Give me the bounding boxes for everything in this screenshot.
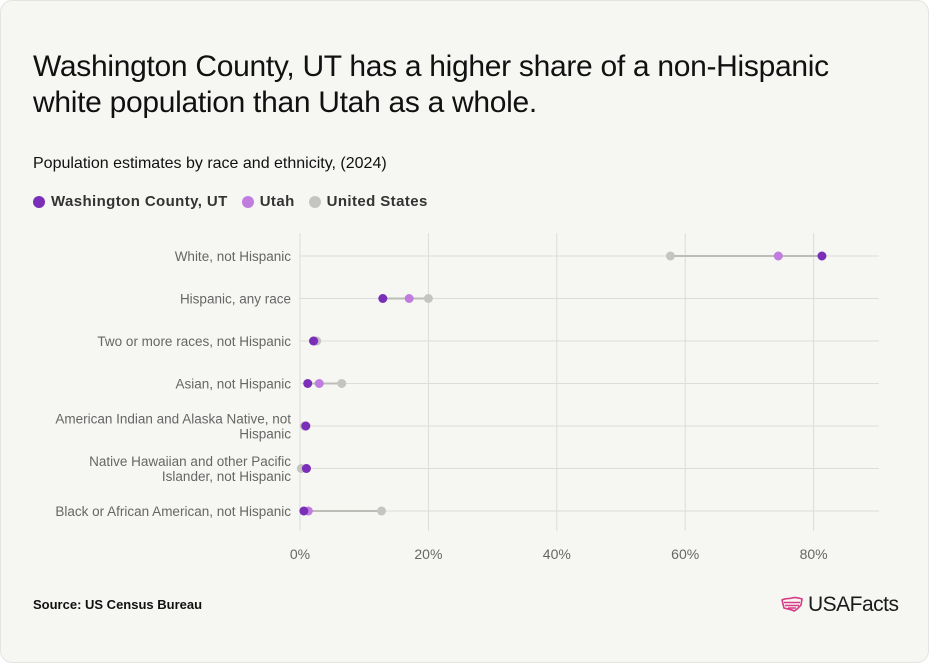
category-label-line: Hispanic (239, 427, 291, 442)
source-note: Source: US Census Bureau (33, 597, 203, 612)
category-label-line: Two or more races, not Hispanic (97, 334, 291, 349)
legend-item-washington: Washington County, UT (33, 193, 228, 210)
legend-label-washington: Washington County, UT (51, 193, 228, 210)
us-flag-map-icon (781, 596, 803, 612)
category-label: Asian, not Hispanic (175, 377, 291, 392)
brand-name: USAFacts (808, 593, 899, 616)
category-label-line: White, not Hispanic (175, 249, 292, 264)
legend-item-utah: Utah (241, 193, 295, 210)
dot-washington (301, 464, 311, 473)
legend-swatch-utah (241, 195, 254, 208)
x-tick-label: 0% (290, 546, 310, 562)
dot-us (337, 379, 347, 388)
legend-label-us: United States (326, 193, 428, 210)
category-label-line: Native Hawaiian and other Pacific (89, 454, 291, 469)
dot-washington (378, 294, 388, 303)
dot-washington (817, 251, 827, 261)
x-tick-label: 80% (800, 546, 828, 562)
x-tick-label: 20% (414, 546, 442, 562)
dot-utah (404, 294, 414, 303)
dot-us (665, 251, 675, 261)
category-label-line: American Indian and Alaska Native, not (55, 412, 291, 427)
category-label-line: Asian, not Hispanic (175, 377, 291, 392)
x-tick-label: 40% (543, 546, 571, 562)
category-label-line: Black or African American, not Hispanic (55, 504, 291, 519)
category-label: Two or more races, not Hispanic (97, 334, 291, 349)
x-tick-label: 60% (671, 546, 699, 562)
category-label: White, not Hispanic (175, 249, 292, 264)
category-label: Native Hawaiian and other Pacific Islande… (89, 454, 291, 484)
legend: Washington County, UT Utah United States (33, 193, 428, 210)
dot-washington (308, 336, 318, 346)
category-label: American Indian and Alaska Native, not Hi… (55, 412, 291, 442)
chart-title: Washington County, UT has a higher share… (33, 50, 829, 119)
category-label-line: Hispanic, any race (180, 292, 291, 307)
legend-swatch-us (308, 195, 321, 208)
dot-us (423, 294, 433, 303)
legend-swatch-washington (33, 195, 45, 208)
dot-utah (314, 379, 324, 388)
dot-washington (301, 421, 311, 431)
dot-us (377, 506, 387, 516)
chart-subtitle: Population estimates by race and ethnici… (33, 155, 387, 172)
brand-logo: USAFacts (780, 593, 899, 617)
category-label-line: Islander, not Hispanic (162, 469, 291, 484)
category-label: Black or African American, not Hispanic (55, 504, 291, 519)
legend-label-utah: Utah (259, 193, 295, 210)
dot-washington (303, 379, 313, 388)
category-label: Hispanic, any race (180, 292, 291, 307)
dot-utah (773, 251, 783, 261)
legend-item-us: United States (308, 193, 428, 210)
dot-washington (299, 506, 309, 516)
